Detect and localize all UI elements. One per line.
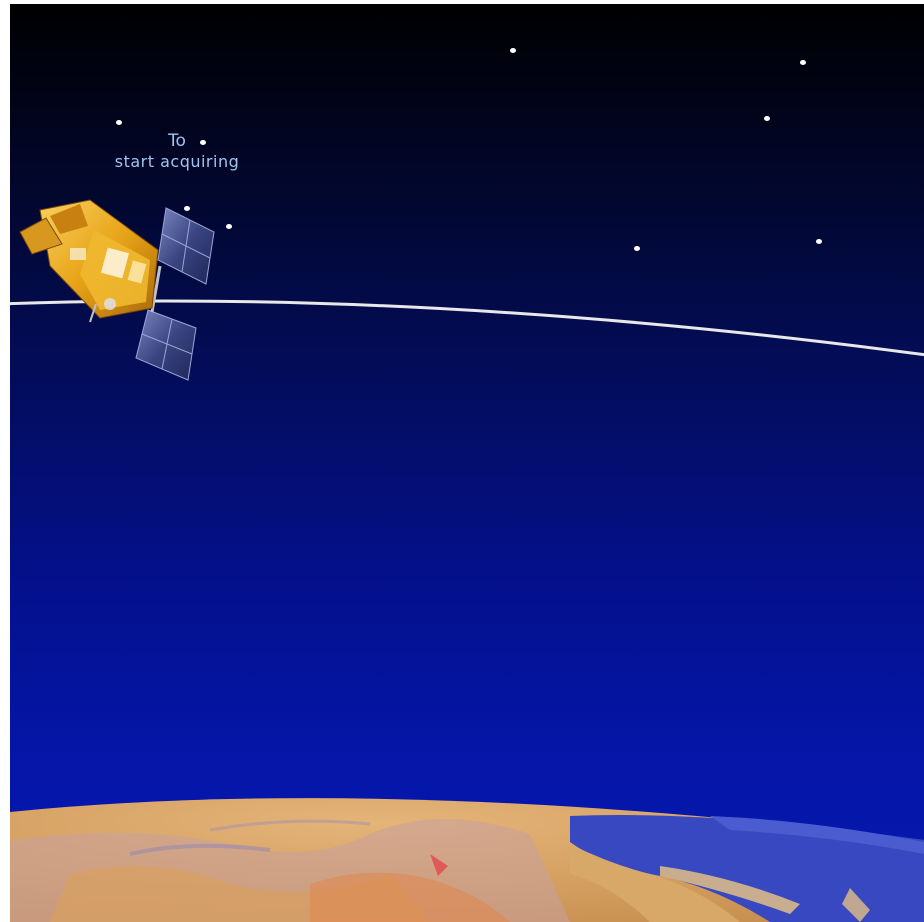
scene-graphics: [10, 199, 924, 922]
earth-globe: [10, 798, 924, 922]
space-scene: To start acquiring: [10, 4, 924, 922]
star: [800, 60, 806, 65]
caption-line-1: To: [168, 131, 186, 151]
star: [184, 206, 190, 211]
star: [816, 239, 822, 244]
caption-line-2: start acquiring: [114, 152, 240, 171]
star: [510, 48, 516, 53]
star: [116, 120, 122, 125]
star: [634, 246, 640, 251]
star: [200, 140, 206, 145]
star: [226, 224, 232, 229]
caption: To start acquiring: [106, 130, 248, 172]
satellite-icon: [19, 199, 215, 381]
star: [764, 116, 770, 121]
